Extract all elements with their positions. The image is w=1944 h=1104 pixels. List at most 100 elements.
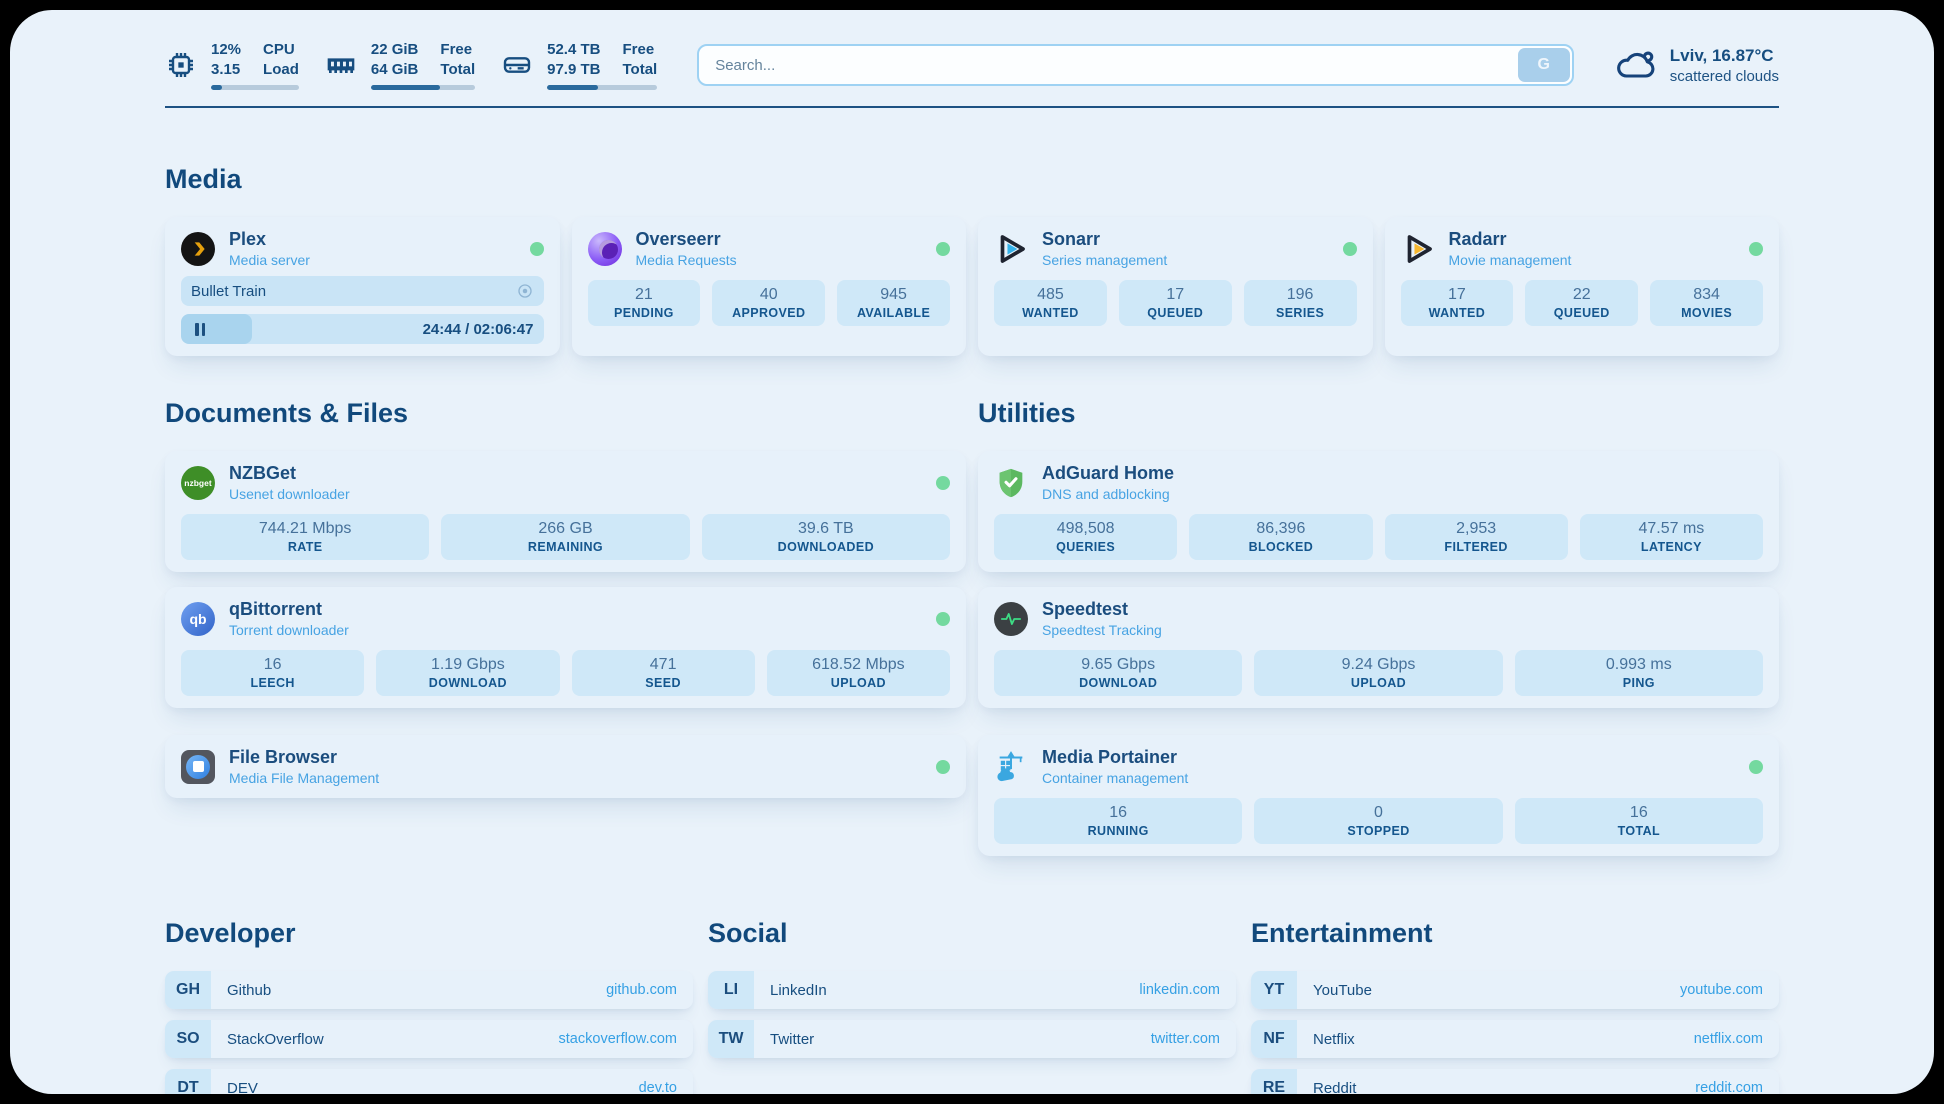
link-row-twitter[interactable]: TW Twitter twitter.com: [708, 1020, 1236, 1058]
stat-tile: 9.65 Gbps DOWNLOAD: [994, 650, 1243, 696]
link-row-linkedin[interactable]: LI LinkedIn linkedin.com: [708, 971, 1236, 1009]
app-title: qBittorrent: [229, 599, 322, 619]
app-card-speedtest[interactable]: Speedtest Speedtest Tracking 9.65 Gbps D…: [978, 587, 1779, 708]
app-card-qbittorrent[interactable]: qb qBittorrent Torrent downloader 16 LEE…: [165, 587, 966, 708]
stat-tile: 16 LEECH: [181, 650, 365, 696]
top-bar: 12% 3.15 CPU Load: [165, 40, 1779, 90]
link-row-stackoverflow[interactable]: SO StackOverflow stackoverflow.com: [165, 1020, 693, 1058]
now-playing-icon[interactable]: [516, 282, 534, 300]
link-row-netflix[interactable]: NF Netflix netflix.com: [1251, 1020, 1779, 1058]
stat-value: 16: [1629, 804, 1648, 821]
app-card-adguard[interactable]: AdGuard Home DNS and adblocking 498,508 …: [978, 451, 1779, 572]
status-dot: [936, 475, 950, 490]
link-row-dev[interactable]: DT DEV dev.to: [165, 1069, 693, 1094]
qbittorrent-icon: qb: [181, 601, 215, 636]
stat-label: LEECH: [250, 676, 295, 690]
stat-label: STOPPED: [1347, 824, 1410, 838]
stat-value: 2,953: [1456, 520, 1497, 537]
link-url[interactable]: youtube.com: [1679, 982, 1763, 998]
app-subtitle: Movie management: [1448, 252, 1572, 268]
stat-tile: 0.993 ms PING: [1514, 650, 1763, 696]
ram-widget: 22 GiB 64 GiB Free Total: [325, 40, 476, 90]
pause-icon[interactable]: [195, 322, 205, 336]
weather-location-temp: Lviv, 16.87°C: [1669, 45, 1774, 65]
status-dot: [936, 759, 950, 774]
dashboard-page: 12% 3.15 CPU Load: [10, 10, 1934, 1094]
stat-tile: 39.6 TB DOWNLOADED: [701, 514, 950, 560]
disk-free-label: Free: [622, 41, 655, 58]
stat-value: 1.19 Gbps: [430, 656, 505, 673]
sonarr-icon: [994, 232, 1028, 266]
stat-label: TOTAL: [1617, 824, 1661, 838]
stat-label: DOWNLOAD: [428, 676, 507, 690]
section-title-developer: Developer: [165, 918, 296, 948]
app-card-plex[interactable]: Plex Media server Bullet Train 24:44 / 0…: [165, 217, 560, 356]
now-playing-row: Bullet Train: [181, 276, 544, 306]
section-entertainment: Entertainment YT YouTube youtube.com NF …: [1251, 918, 1779, 1094]
stat-label: UPLOAD: [830, 676, 886, 690]
section-developer: Developer GH Github github.com SO StackO…: [165, 918, 693, 1094]
stat-value: 266 GB: [538, 520, 593, 537]
ram-total-value: 64 GiB: [370, 60, 419, 78]
google-search-button[interactable]: G: [1517, 48, 1570, 82]
status-dot: [529, 241, 544, 256]
link-url[interactable]: reddit.com: [1695, 1080, 1763, 1094]
link-name: LinkedIn: [770, 981, 827, 999]
stat-label: PING: [1622, 676, 1655, 690]
disk-progress-fill: [547, 85, 598, 90]
link-row-reddit[interactable]: RE Reddit reddit.com: [1251, 1069, 1779, 1094]
playback-progress-fill: [181, 314, 252, 344]
stat-value: 47.57 ms: [1638, 520, 1705, 537]
app-card-radarr[interactable]: Radarr Movie management 17 WANTED 22 QUE…: [1384, 217, 1779, 356]
link-tag: RE: [1251, 1069, 1297, 1094]
stat-label: WANTED: [1428, 306, 1486, 320]
app-card-filebrowser[interactable]: File Browser Media File Management: [165, 735, 966, 798]
app-card-sonarr[interactable]: Sonarr Series management 485 WANTED 17 Q…: [978, 217, 1373, 356]
weather-condition: scattered clouds: [1669, 67, 1779, 85]
stat-tile: 498,508 QUERIES: [994, 514, 1178, 560]
stat-label: PENDING: [614, 306, 674, 320]
status-dot: [936, 611, 950, 626]
cpu-usage-value: 12%: [211, 41, 242, 58]
app-subtitle: DNS and adblocking: [1042, 486, 1170, 502]
link-url[interactable]: netflix.com: [1693, 1031, 1763, 1047]
speedtest-icon: [994, 601, 1028, 636]
search-input[interactable]: [697, 44, 1574, 86]
stat-label: RUNNING: [1087, 824, 1149, 838]
link-name: Twitter: [770, 1030, 815, 1048]
stat-tile: 471 SEED: [571, 650, 755, 696]
link-url[interactable]: stackoverflow.com: [558, 1031, 677, 1047]
link-tag: GH: [165, 971, 211, 1009]
app-card-overseerr[interactable]: Overseerr Media Requests 21 PENDING 40 A…: [571, 217, 966, 356]
section-title-media: Media: [165, 164, 242, 194]
section-title-social: Social: [708, 918, 788, 948]
link-url[interactable]: dev.to: [638, 1080, 677, 1094]
stat-tile: 22 QUEUED: [1525, 280, 1639, 326]
stat-tile: 16 RUNNING: [994, 798, 1243, 844]
stat-value: 16: [1109, 804, 1128, 821]
cpu-load-value: 3.15: [211, 60, 241, 78]
link-url[interactable]: linkedin.com: [1139, 982, 1220, 998]
ram-icon: [327, 58, 355, 73]
stat-label: FILTERED: [1444, 540, 1508, 554]
stat-label: SERIES: [1275, 306, 1325, 320]
link-row-github[interactable]: GH Github github.com: [165, 971, 693, 1009]
link-url[interactable]: github.com: [606, 982, 677, 998]
link-url[interactable]: twitter.com: [1150, 1031, 1220, 1047]
stat-label: QUEUED: [1553, 306, 1610, 320]
link-row-youtube[interactable]: YT YouTube youtube.com: [1251, 971, 1779, 1009]
stat-tile: 266 GB REMAINING: [441, 514, 690, 560]
app-card-portainer[interactable]: Media Portainer Container management 16 …: [978, 735, 1779, 856]
stat-tile: 9.24 Gbps UPLOAD: [1254, 650, 1503, 696]
section-utilities: Utilities AdGuard Home: [978, 398, 1779, 856]
app-subtitle: Torrent downloader: [229, 622, 349, 638]
nzbget-icon: nzbget: [181, 465, 215, 500]
stat-label: QUERIES: [1056, 540, 1116, 554]
cloud-icon: [1616, 51, 1655, 78]
app-title: AdGuard Home: [1042, 463, 1175, 483]
stat-value: 86,396: [1256, 520, 1306, 537]
stat-tile: 86,396 BLOCKED: [1189, 514, 1373, 560]
stat-value: 945: [880, 286, 907, 303]
section-social: Social LI LinkedIn linkedin.com TW Twitt…: [708, 918, 1236, 1094]
app-card-nzbget[interactable]: nzbget NZBGet Usenet downloader 744.21 M…: [165, 451, 966, 572]
